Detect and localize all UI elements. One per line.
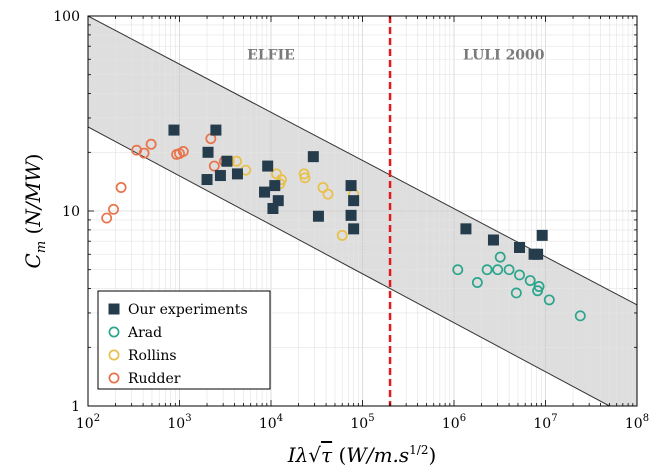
data-point (345, 180, 357, 192)
x-tick-label: 106 (442, 413, 466, 432)
x-tick-label: 102 (76, 413, 100, 432)
y-axis-label: Cm (N/MW) (21, 154, 49, 269)
data-point (452, 264, 464, 276)
legend-box (97, 290, 271, 390)
data-point (514, 241, 526, 253)
data-point (348, 195, 360, 207)
region-labels: ELFIE LULI 2000 (247, 47, 545, 63)
data-point (115, 182, 127, 193)
x-tick-label: 104 (259, 413, 283, 432)
region-label: LULI 2000 (463, 47, 545, 63)
data-point (267, 202, 279, 214)
y-tick-label: 10 (62, 204, 80, 220)
points-layer (101, 124, 586, 322)
legend-label: Rollins (128, 348, 177, 364)
data-point (138, 147, 150, 159)
data-point (259, 186, 271, 198)
data-point (481, 264, 493, 276)
data-point (299, 172, 311, 184)
data-point (492, 264, 504, 276)
data-point (510, 287, 522, 299)
data-point (460, 223, 472, 235)
data-point (503, 264, 515, 276)
x-axis-label: Iλ√τ (W/m.s1/2) (287, 443, 437, 467)
tick-layer (87, 15, 638, 407)
x-tick-label: 107 (533, 413, 557, 432)
y-tick-label: 1 (71, 399, 80, 415)
legend-label: Arad (127, 325, 162, 341)
legend-marker (108, 372, 120, 384)
data-point (210, 124, 222, 136)
data-point (322, 188, 334, 200)
data-point (108, 203, 119, 215)
data-point (532, 248, 544, 260)
data-point (524, 275, 536, 286)
data-point (231, 168, 243, 180)
data-point (536, 229, 548, 241)
legend-marker (108, 326, 120, 338)
y-tick-labels: 1 10 100 (53, 9, 80, 415)
data-point (574, 310, 586, 322)
data-point (307, 151, 319, 163)
data-point (471, 277, 483, 288)
data-point (487, 234, 499, 246)
data-point (201, 174, 213, 186)
region-label: ELFIE (247, 47, 295, 63)
data-point (168, 124, 180, 136)
data-point (145, 138, 157, 150)
data-point (514, 269, 525, 281)
data-point (272, 195, 284, 207)
legend-marker (108, 349, 120, 361)
y-tick-label: 100 (53, 9, 80, 25)
x-tick-label: 105 (350, 413, 374, 432)
band-boundaries (88, 16, 637, 406)
data-point (269, 180, 281, 192)
data-point (208, 160, 220, 172)
data-point (348, 223, 360, 235)
data-point (345, 209, 357, 221)
upper-bound-line (88, 16, 637, 306)
legend: Our experiments Arad Rollins Rudder (97, 290, 271, 390)
x-tick-label: 108 (625, 413, 649, 432)
data-point (494, 251, 506, 263)
legend-marker (108, 303, 120, 315)
legend-label: Our experiments (128, 302, 248, 318)
data-point (214, 170, 226, 182)
data-point (336, 229, 348, 241)
lower-bound-line (88, 126, 610, 406)
data-point (221, 155, 233, 167)
data-point (533, 281, 545, 292)
data-point (202, 146, 214, 158)
legend-entries: Our experiments Arad Rollins Rudder (108, 302, 248, 387)
data-point (262, 160, 274, 172)
data-point (177, 146, 189, 157)
x-tick-label: 103 (167, 413, 191, 432)
x-tick-labels: 102 103 104 105 106 107 108 (76, 413, 649, 432)
data-point (275, 174, 287, 185)
data-point (543, 294, 555, 306)
data-point (312, 210, 324, 222)
legend-label: Rudder (128, 371, 181, 387)
data-point (101, 212, 113, 224)
